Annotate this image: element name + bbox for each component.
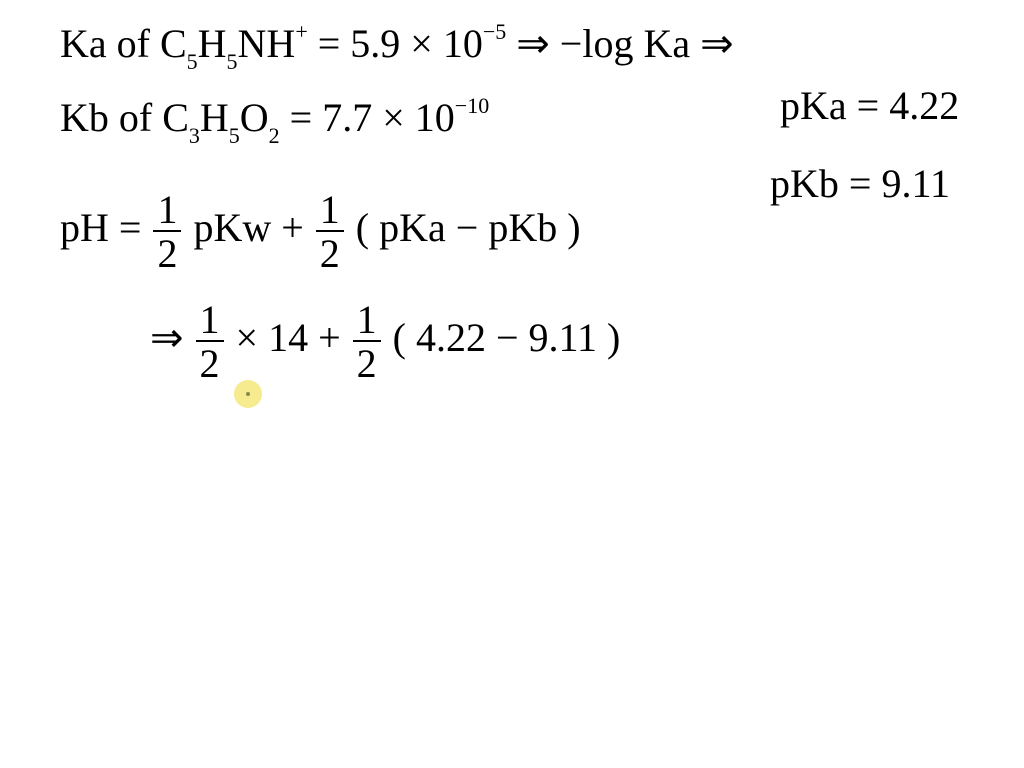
frac3-den: 2: [196, 342, 224, 384]
l2-pre: Kb of C: [60, 95, 189, 140]
line-1-ka: Ka of C5H5NH+ = 5.9 × 10−5 ⇒ −log Ka ⇒: [60, 20, 734, 72]
l4-arrow: ⇒: [150, 315, 194, 360]
l2-exp: −10: [455, 93, 489, 118]
l1-tail: ⇒ −log Ka ⇒: [506, 21, 733, 66]
l2-eq: = 7.7 × 10: [280, 95, 455, 140]
l4-rhs: ( 4.22 − 9.11 ): [383, 315, 621, 360]
cursor-dot-center: [246, 392, 250, 396]
line-2-kb: Kb of C3H5O2 = 7.7 × 10−10: [60, 94, 489, 146]
l2-mid1: H: [200, 95, 229, 140]
fraction-half-4: 1 2: [353, 300, 381, 384]
l1-eq: = 5.9 × 10: [308, 21, 483, 66]
line-1-pka: pKa = 4.22: [780, 82, 959, 129]
pka-value: pKa = 4.22: [780, 83, 959, 128]
frac1-den: 2: [153, 232, 181, 274]
l1-mid2: NH: [238, 21, 296, 66]
frac2-den: 2: [316, 232, 344, 274]
l4-mid1: × 14 +: [226, 315, 351, 360]
frac4-num: 1: [353, 300, 381, 342]
l1-sub2: 5: [227, 49, 238, 74]
l1-sub1: 5: [187, 49, 198, 74]
l2-mid2: O: [240, 95, 269, 140]
l1-exp: −5: [483, 19, 506, 44]
l1-sup1: +: [295, 19, 307, 44]
l1-pre: Ka of C: [60, 21, 187, 66]
pkb-value: pKb = 9.11: [770, 161, 950, 206]
handwriting-canvas: Ka of C5H5NH+ = 5.9 × 10−5 ⇒ −log Ka ⇒ p…: [0, 0, 1024, 768]
line-4-ph-subst: ⇒ 1 2 × 14 + 1 2 ( 4.22 − 9.11 ): [150, 300, 620, 384]
fraction-half-1: 1 2: [153, 190, 181, 274]
line-2-pkb: pKb = 9.11: [770, 160, 950, 207]
fraction-half-2: 1 2: [316, 190, 344, 274]
l1-mid1: H: [198, 21, 227, 66]
frac3-num: 1: [196, 300, 224, 342]
l3-mid: pKw +: [183, 205, 313, 250]
l2-sub2: 5: [229, 123, 240, 148]
l3-rhs: ( pKa − pKb ): [346, 205, 581, 250]
frac1-num: 1: [153, 190, 181, 232]
fraction-half-3: 1 2: [196, 300, 224, 384]
l2-sub3: 2: [269, 123, 280, 148]
frac4-den: 2: [353, 342, 381, 384]
l3-lhs: pH =: [60, 205, 151, 250]
line-3-ph-formula: pH = 1 2 pKw + 1 2 ( pKa − pKb ): [60, 190, 581, 274]
frac2-num: 1: [316, 190, 344, 232]
l2-sub1: 3: [189, 123, 200, 148]
cursor-highlight-dot: [234, 380, 262, 408]
